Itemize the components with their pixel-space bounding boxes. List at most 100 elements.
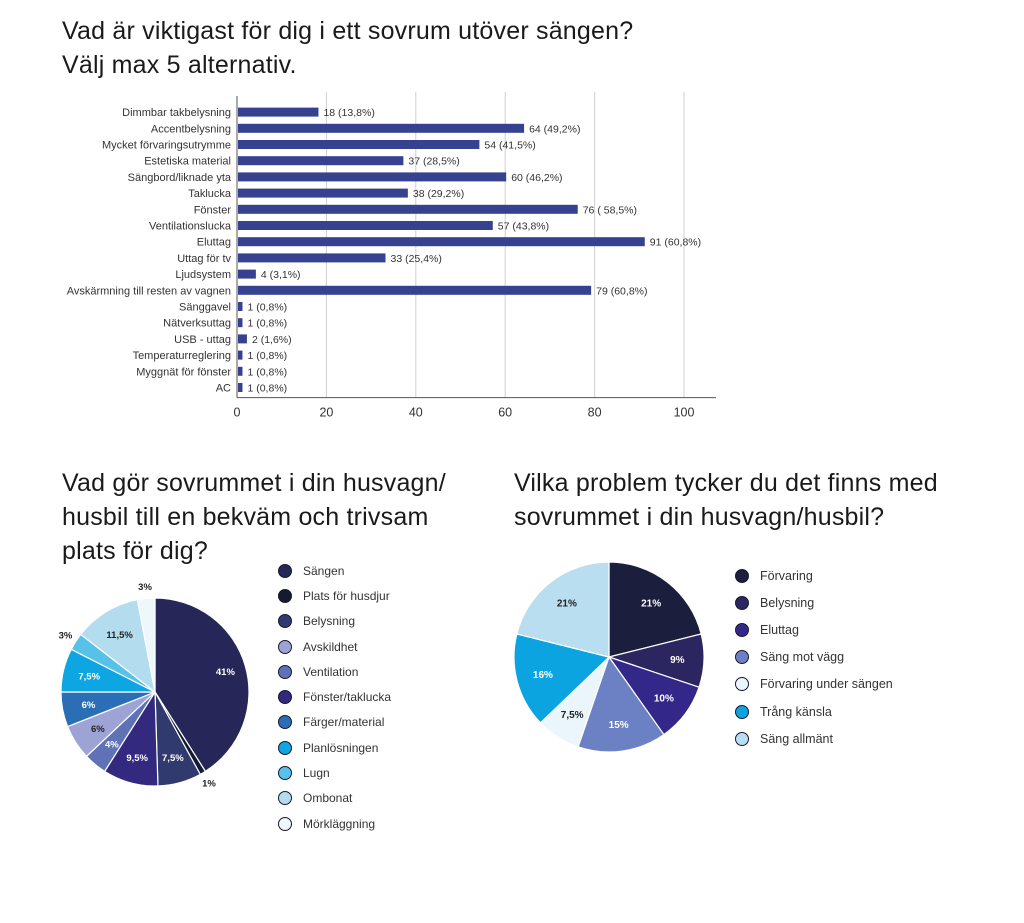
legend-label: Säng mot vägg [760, 650, 845, 665]
legend-label: Trång känsla [760, 704, 832, 719]
bar [238, 204, 578, 214]
pie-chart-1-legend: Sängen Plats för husdjur Belysning Avskildh… [278, 558, 391, 836]
pie2-title-line-2: sovrummet i din husvagn/husbil? [514, 503, 885, 531]
legend-swatch [735, 677, 749, 692]
legend-item: Förvaring under sängen [735, 671, 893, 698]
bar-data-label: 1 (0,8%) [247, 302, 287, 314]
x-tick-label: 80 [588, 406, 602, 420]
bar-data-label: 76 ( 58,5%) [583, 204, 637, 216]
pie-chart-1-title: Vad gör sovrummet i din husvagn/ husbil … [62, 466, 492, 568]
bar [238, 188, 408, 198]
pie1-title-line-2: husbil till en bekväm och trivsam [62, 503, 429, 531]
legend-label: Planlösningen [303, 740, 379, 755]
pie2-title-line-1: Vilka problem tycker du det finns med [514, 469, 938, 497]
bar-data-label: 1 (0,8%) [247, 366, 287, 378]
legend-label: Avskildhet [303, 639, 358, 654]
legend-swatch [278, 563, 292, 578]
pie-slice-label: 15% [609, 720, 629, 731]
pie-slice-label: 16% [533, 670, 553, 681]
bar-data-label: 57 (43,8%) [498, 221, 549, 233]
category-label: Avskärmning till resten av vagnen [67, 285, 231, 297]
x-tick-label: 20 [319, 406, 333, 420]
category-label: Nätverksuttag [163, 318, 231, 330]
legend-item: Belysning [735, 589, 893, 616]
pie-slice [513, 633, 611, 724]
legend-swatch [278, 588, 292, 603]
pie1-title-line-3: plats för dig? [62, 537, 208, 565]
legend-swatch [278, 766, 292, 781]
legend-swatch [278, 690, 292, 705]
legend-item: Säng allmänt [735, 725, 893, 752]
bar [238, 156, 404, 166]
x-tick-label: 100 [674, 406, 695, 420]
x-tick-label: 60 [498, 406, 512, 420]
bar-data-label: 1 (0,8%) [247, 350, 287, 362]
legend-swatch [278, 715, 292, 730]
bar [238, 318, 243, 328]
bar-data-label: 37 (28,5%) [408, 156, 459, 168]
category-label: Sänggavel [179, 302, 231, 314]
legend-label: Sängen [303, 563, 345, 578]
category-label: Sängbord/liknade yta [128, 172, 232, 184]
legend-item: Lugn [278, 760, 391, 785]
legend-label: Lugn [303, 766, 330, 781]
category-label: USB - uttag [174, 334, 231, 346]
legend-label: Förvaring [760, 568, 813, 583]
x-tick-label: 40 [409, 406, 423, 420]
pie-slice-label: 1% [202, 779, 216, 790]
category-label: Taklucka [188, 188, 232, 200]
bar [238, 221, 493, 230]
bar [238, 123, 525, 133]
bar-chart: 0 20 40 60 80 100 Dimmbar takbelysning 18 (13,8… [67, 92, 716, 420]
category-label: Myggnät för fönster [136, 366, 231, 378]
pie-slice [577, 655, 665, 753]
legend-item: Planlösningen [278, 735, 391, 760]
bar [238, 366, 243, 376]
category-label: Fönster [194, 204, 232, 216]
legend-label: Ventilation [303, 664, 359, 679]
legend-item: Sängen [278, 558, 391, 583]
x-tick-label: 0 [234, 406, 241, 420]
legend-item: Förvaring [735, 562, 893, 589]
pie-slice-label: 6% [82, 700, 96, 711]
legend-swatch [278, 816, 292, 831]
bar [238, 172, 507, 182]
legend-label: Säng allmänt [760, 731, 833, 746]
pie-slice [79, 598, 156, 694]
legend-item: Fönster/taklucka [278, 684, 391, 709]
pie-chart-2-title: Vilka problem tycker du det finns med so… [514, 466, 994, 534]
pie-slice-label: 21% [557, 599, 577, 610]
category-label: Temperaturreglering [133, 350, 231, 362]
legend-label: Belysning [760, 595, 815, 610]
bar-data-label: 91 (60,8%) [650, 237, 701, 249]
bar-data-label: 1 (0,8%) [247, 383, 287, 395]
pie-slice [608, 561, 702, 658]
bar-data-label: 79 (60,8%) [596, 285, 647, 297]
bar-title-line-1: Vad är viktigast för dig i ett sovrum ut… [62, 17, 634, 45]
legend-swatch [735, 568, 749, 583]
legend-label: Plats för husdjur [303, 588, 390, 603]
legend-item: Eluttag [735, 616, 893, 643]
bar [238, 140, 480, 149]
bar-data-label: 18 (13,8%) [323, 107, 374, 119]
legend-swatch [735, 650, 749, 665]
pie-slice-label: 7,5% [78, 672, 100, 683]
pie-slice-label: 41% [216, 667, 236, 678]
bar [238, 253, 386, 263]
legend-swatch [735, 622, 749, 637]
bar-data-label: 60 (46,2%) [511, 172, 562, 184]
legend-label: Eluttag [760, 622, 799, 637]
bar-data-label: 64 (49,2%) [529, 123, 580, 135]
pie1-title-line-1: Vad gör sovrummet i din husvagn/ [62, 469, 446, 497]
pie-slice-label: 21% [641, 599, 661, 610]
category-label: Ljudsystem [175, 269, 231, 281]
legend-item: Ombonat [278, 786, 391, 811]
legend-swatch [735, 595, 749, 610]
legend-item: Färger/material [278, 710, 391, 735]
bar [238, 269, 256, 279]
bar [238, 302, 243, 311]
pie-slice-label: 4% [105, 740, 119, 751]
bar-title-line-2: Välj max 5 alternativ. [62, 51, 297, 79]
